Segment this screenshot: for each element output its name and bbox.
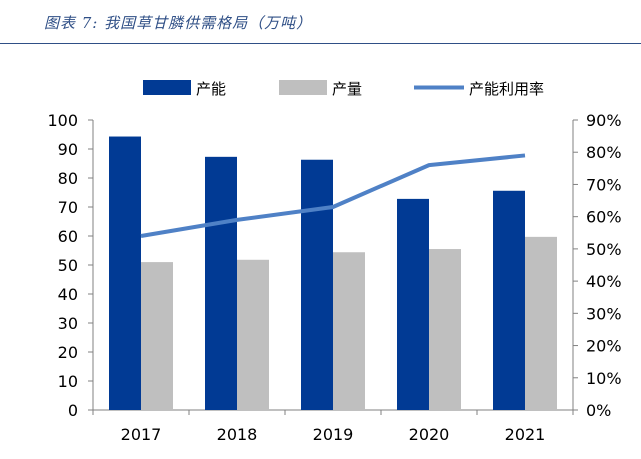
- right-tick-label: 80%: [586, 143, 622, 162]
- bar-capacity: [301, 159, 333, 410]
- legend-swatch-output: [279, 80, 327, 95]
- left-tick-label: 0: [68, 401, 78, 420]
- bar-output: [141, 262, 173, 410]
- x-tick-label: 2021: [505, 425, 546, 444]
- x-tick-label: 2018: [217, 425, 258, 444]
- left-tick-label: 10: [58, 372, 78, 391]
- bar-capacity: [493, 190, 525, 410]
- left-tick-label: 80: [58, 169, 78, 188]
- right-tick-label: 50%: [586, 240, 622, 259]
- x-tick-label: 2017: [121, 425, 162, 444]
- left-tick-label: 90: [58, 140, 78, 159]
- right-tick-label: 60%: [586, 208, 622, 227]
- right-tick-label: 20%: [586, 337, 622, 356]
- left-tick-label: 60: [58, 227, 78, 246]
- title-rule: [0, 43, 641, 44]
- bar-capacity: [397, 198, 429, 410]
- legend-label-output: 产量: [332, 80, 362, 98]
- bar-output: [333, 252, 365, 410]
- right-tick-label: 0%: [586, 401, 611, 420]
- bar-output: [237, 259, 269, 410]
- legend-label-capacity: 产能: [196, 80, 226, 98]
- right-tick-label: 10%: [586, 369, 622, 388]
- bar-output: [429, 249, 461, 410]
- right-tick-label: 90%: [586, 111, 622, 130]
- left-tick-label: 100: [47, 111, 78, 130]
- left-tick-label: 40: [58, 285, 78, 304]
- legend-swatch-capacity: [143, 80, 191, 95]
- bar-capacity: [109, 136, 141, 410]
- bar-output: [525, 236, 557, 410]
- right-tick-label: 40%: [586, 272, 622, 291]
- figure-title: 图表 7: 我国草甘膦供需格局（万吨）: [44, 14, 313, 32]
- legend-label-utilization: 产能利用率: [469, 80, 544, 98]
- bar-capacity: [205, 156, 237, 410]
- left-tick-label: 50: [58, 256, 78, 275]
- x-tick-label: 2019: [313, 425, 354, 444]
- left-tick-label: 30: [58, 314, 78, 333]
- left-tick-label: 70: [58, 198, 78, 217]
- x-tick-label: 2020: [409, 425, 450, 444]
- right-tick-label: 30%: [586, 304, 622, 323]
- right-tick-label: 70%: [586, 175, 622, 194]
- left-tick-label: 20: [58, 343, 78, 362]
